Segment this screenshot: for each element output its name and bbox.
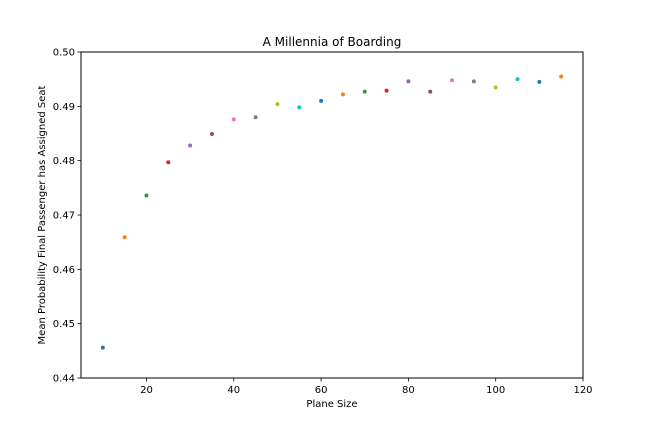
data-point (231, 117, 236, 122)
plot-area (81, 52, 583, 378)
data-point (406, 79, 411, 84)
data-point (493, 85, 498, 90)
x-tick-label: 120 (573, 385, 592, 396)
y-axis-label: Mean Probability Final Passenger has Ass… (37, 85, 48, 344)
data-point (297, 105, 302, 110)
x-tick-label: 100 (486, 385, 505, 396)
data-point (384, 88, 389, 93)
data-point (428, 89, 433, 94)
data-point (275, 102, 280, 107)
data-point (319, 98, 324, 103)
data-point (362, 89, 367, 94)
y-tick-label: 0.49 (53, 102, 75, 113)
x-tick-label: 20 (140, 385, 153, 396)
data-point (144, 193, 149, 198)
data-point (253, 115, 258, 120)
data-point (515, 77, 520, 82)
y-tick-label: 0.45 (53, 319, 75, 330)
chart-title: A Millennia of Boarding (263, 35, 402, 49)
data-point (209, 132, 214, 137)
data-point (559, 74, 564, 79)
points-layer (100, 74, 564, 350)
data-point (122, 235, 127, 240)
y-tick-label: 0.44 (53, 374, 75, 385)
data-point (471, 79, 476, 84)
data-point (450, 78, 455, 83)
data-point (188, 143, 193, 148)
x-axis-label: Plane Size (306, 399, 357, 410)
y-tick-label: 0.50 (53, 48, 75, 59)
y-tick-label: 0.46 (53, 265, 75, 276)
x-tick-label: 80 (402, 385, 415, 396)
data-point (100, 345, 105, 350)
x-axis: 20 40 60 80 100 120 (140, 378, 593, 396)
data-point (537, 79, 542, 84)
x-tick-label: 40 (227, 385, 240, 396)
data-point (340, 92, 345, 97)
data-point (166, 160, 171, 165)
y-tick-label: 0.47 (53, 211, 75, 222)
y-tick-label: 0.48 (53, 156, 75, 167)
x-tick-label: 60 (315, 385, 328, 396)
y-axis: 0.44 0.45 0.46 0.47 0.48 0.49 0.50 (53, 48, 81, 385)
